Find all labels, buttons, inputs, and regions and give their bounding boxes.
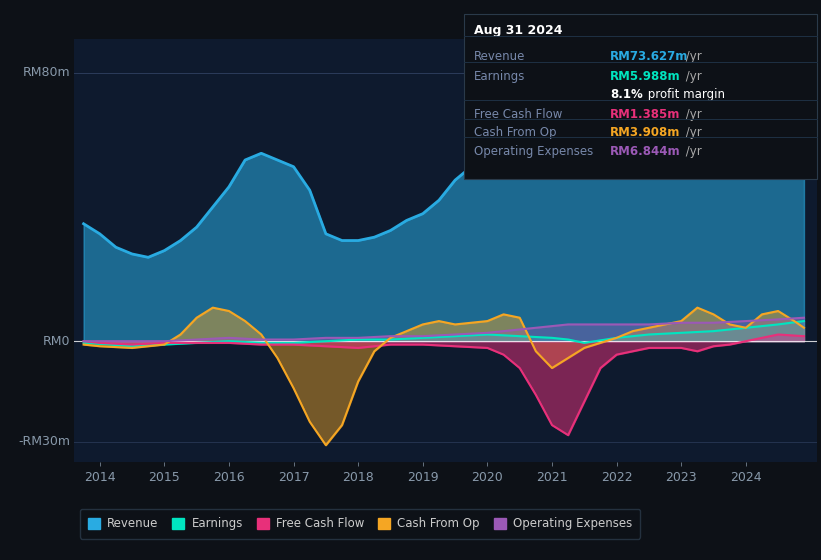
Text: Earnings: Earnings	[474, 70, 525, 83]
Text: RM6.844m: RM6.844m	[610, 145, 681, 158]
Text: Free Cash Flow: Free Cash Flow	[474, 108, 562, 121]
Text: Operating Expenses: Operating Expenses	[474, 145, 593, 158]
Legend: Revenue, Earnings, Free Cash Flow, Cash From Op, Operating Expenses: Revenue, Earnings, Free Cash Flow, Cash …	[80, 509, 640, 539]
Text: Revenue: Revenue	[474, 50, 525, 63]
Text: 8.1%: 8.1%	[610, 88, 643, 101]
Text: RM73.627m: RM73.627m	[610, 50, 688, 63]
Text: RM0: RM0	[43, 335, 70, 348]
Text: Aug 31 2024: Aug 31 2024	[474, 24, 562, 37]
Text: RM3.908m: RM3.908m	[610, 126, 681, 139]
Text: /yr: /yr	[682, 70, 702, 83]
Text: RM1.385m: RM1.385m	[610, 108, 681, 121]
Text: RM5.988m: RM5.988m	[610, 70, 681, 83]
Text: /yr: /yr	[682, 145, 702, 158]
Text: -RM30m: -RM30m	[18, 435, 70, 449]
Text: profit margin: profit margin	[644, 88, 726, 101]
Text: /yr: /yr	[682, 50, 702, 63]
Text: Cash From Op: Cash From Op	[474, 126, 556, 139]
Text: /yr: /yr	[682, 108, 702, 121]
Text: /yr: /yr	[682, 126, 702, 139]
Text: RM80m: RM80m	[22, 66, 70, 80]
